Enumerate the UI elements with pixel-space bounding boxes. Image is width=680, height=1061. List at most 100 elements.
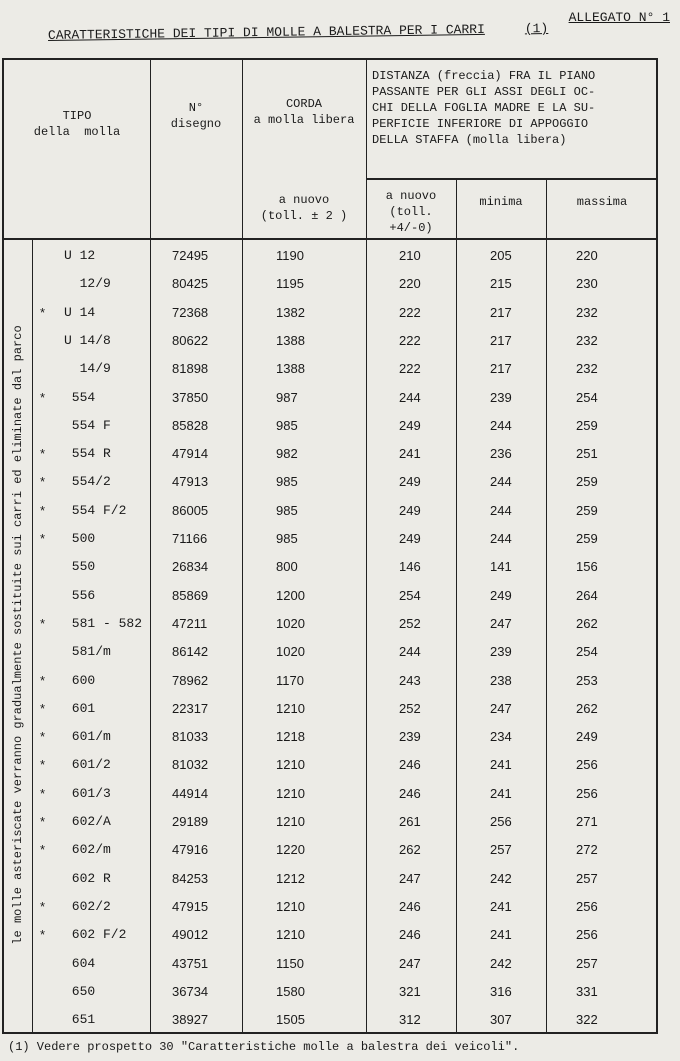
cell-corda: 1195 [276, 276, 304, 292]
cell-minima: 217 [490, 304, 512, 320]
divider [150, 60, 151, 1032]
cell-nuovo: 222 [399, 361, 421, 377]
table-row: 554 F 85828 985 249 244 259 [4, 412, 660, 440]
table-row: * 554/2 47913 985 249 244 259 [4, 468, 660, 496]
header-corda-nuovo: a nuovo (toll. ± 2 ) [242, 192, 366, 224]
cell-minima: 244 [490, 502, 512, 518]
cell-minima: 241 [490, 757, 512, 773]
cell-massima: 262 [576, 615, 598, 631]
cell-minima: 247 [490, 700, 512, 716]
cell-minima: 244 [490, 531, 512, 546]
cell-tipo: 651 [64, 1012, 96, 1028]
cell-minima: 244 [490, 417, 512, 433]
header-tipo: TIPO della molla [4, 108, 150, 140]
cell-minima: 215 [490, 276, 512, 292]
table-row: 14/9 81898 1388 222 217 232 [4, 355, 660, 383]
cell-disegno: 86005 [172, 502, 209, 518]
cell-nuovo: 243 [399, 672, 421, 688]
cell-corda: 987 [276, 389, 298, 405]
header-line: PERFICIE INFERIORE DI APPOGGIO [372, 117, 589, 131]
table-row: 651 38927 1505 312 307 322 [4, 1006, 660, 1034]
cell-massima: 254 [576, 389, 598, 405]
cell-massima: 259 [576, 474, 598, 490]
cell-massima: 257 [576, 870, 598, 886]
cell-tipo: 12/9 [64, 276, 111, 292]
table-row: U 12 72495 1190 210 205 220 [4, 242, 660, 270]
cell-corda: 1190 [276, 248, 304, 263]
header-line: a nuovo [278, 193, 330, 207]
cell-nuovo: 249 [399, 531, 421, 546]
cell-star: * [40, 785, 46, 801]
header-line: disegno [170, 117, 222, 131]
cell-corda: 1218 [276, 729, 305, 745]
cell-massima: 256 [576, 785, 598, 801]
divider [32, 238, 33, 1032]
cell-nuovo: 312 [399, 1012, 421, 1028]
cell-tipo: 554 R [64, 446, 111, 462]
divider [242, 60, 243, 1032]
cell-massima: 259 [576, 417, 598, 433]
table-row: 550 26834 800 146 141 156 [4, 553, 660, 581]
cell-massima: 220 [576, 248, 598, 263]
cell-tipo: 581/m [64, 644, 111, 660]
cell-nuovo: 246 [399, 898, 421, 914]
cell-star: * [40, 898, 46, 914]
table-row: 12/9 80425 1195 220 215 230 [4, 270, 660, 298]
cell-tipo: 600 [64, 672, 96, 688]
cell-massima: 257 [576, 955, 598, 971]
cell-corda: 1150 [276, 955, 304, 971]
header-distanza-nuovo: a nuovo (toll. +4/-0) [366, 188, 456, 236]
cell-minima: 236 [490, 446, 512, 462]
cell-minima: 241 [490, 785, 512, 801]
cell-tipo: 601 [64, 700, 96, 716]
header-line: PASSANTE PER GLI ASSI DEGLI OC- [372, 85, 596, 99]
header-line: CHI DELLA FOGLIA MADRE E LA SU- [372, 101, 596, 115]
cell-star: * [40, 729, 46, 745]
cell-minima: 307 [490, 1012, 512, 1028]
cell-disegno: 22317 [172, 700, 209, 716]
cell-disegno: 72368 [172, 304, 209, 320]
cell-corda: 985 [276, 417, 298, 433]
cell-tipo: 554/2 [64, 474, 111, 490]
cell-minima: 238 [490, 672, 512, 688]
cell-nuovo: 247 [399, 870, 421, 886]
cell-star: * [40, 927, 46, 943]
cell-tipo: 554 F/2 [64, 502, 127, 518]
cell-nuovo: 249 [399, 417, 421, 433]
cell-disegno: 49012 [172, 927, 209, 943]
table-row: 556 85869 1200 254 249 264 [4, 582, 660, 610]
cell-nuovo: 321 [399, 983, 421, 999]
cell-minima: 205 [490, 248, 512, 263]
cell-tipo: 602 R [64, 870, 111, 886]
table-row: * 554 F/2 86005 985 249 244 259 [4, 497, 660, 525]
header-line: a nuovo [385, 189, 437, 203]
header-corda: CORDA a molla libera [242, 96, 366, 128]
cell-corda: 1020 [276, 615, 305, 631]
cell-massima: 249 [576, 729, 598, 745]
table-row: * 601/2 81032 1210 246 241 256 [4, 751, 660, 779]
cell-disegno: 38927 [172, 1012, 209, 1028]
cell-corda: 1020 [276, 644, 305, 660]
cell-disegno: 86142 [172, 644, 209, 660]
cell-minima: 256 [490, 814, 512, 829]
table-row: * 554 37850 987 244 239 254 [4, 384, 660, 412]
cell-massima: 232 [576, 332, 598, 348]
cell-minima: 242 [490, 870, 512, 886]
cell-minima: 141 [490, 559, 512, 575]
cell-tipo: U 14 [64, 304, 96, 320]
cell-corda: 1388 [276, 332, 305, 348]
header-line: della molla [33, 125, 121, 139]
header-line: a molla libera [253, 113, 355, 127]
cell-tipo: 550 [64, 559, 96, 575]
cell-minima: 234 [490, 729, 512, 745]
cell-corda: 985 [276, 531, 298, 546]
cell-corda: 1580 [276, 983, 305, 999]
cell-disegno: 26834 [172, 559, 209, 575]
cell-disegno: 36734 [172, 983, 209, 999]
cell-minima: 239 [490, 389, 512, 405]
table-row: * 601/3 44914 1210 246 241 256 [4, 780, 660, 808]
table-row: 650 36734 1580 321 316 331 [4, 978, 660, 1006]
cell-nuovo: 262 [399, 842, 421, 858]
cell-tipo: 650 [64, 983, 96, 999]
divider [546, 178, 547, 1032]
